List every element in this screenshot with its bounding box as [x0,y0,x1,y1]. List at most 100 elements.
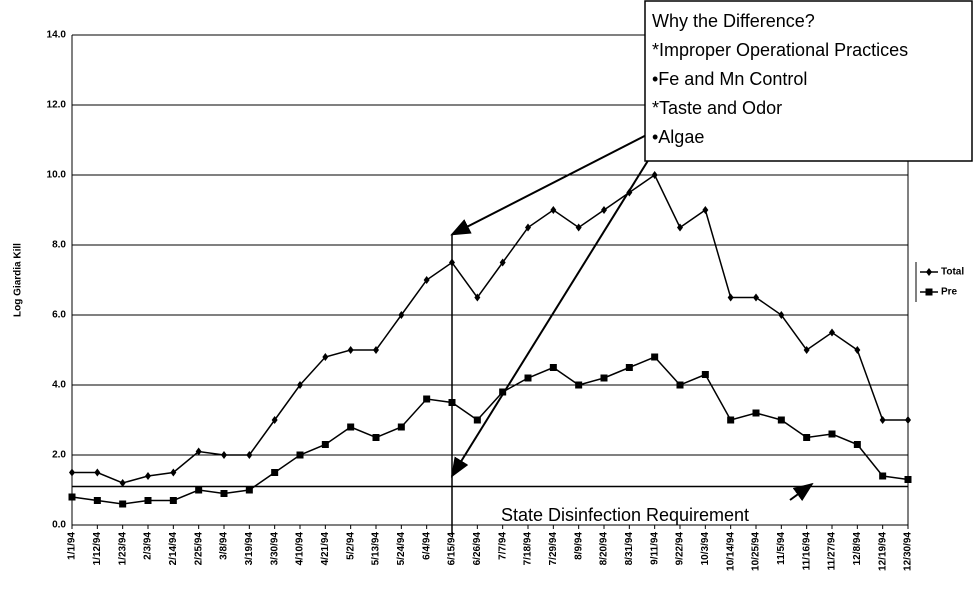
point [651,353,659,361]
x-tick-label: 10/3/94 [700,532,711,566]
point [195,486,203,494]
x-tick-label: 5/24/94 [396,532,407,566]
x-tick-label: 9/22/94 [675,532,686,566]
annotation-line: Why the Difference? [652,11,815,31]
point [398,311,405,319]
y-axis-label: Log Giardia Kill [13,243,24,317]
point [321,441,329,448]
point [347,346,354,354]
point [347,423,355,431]
point [271,416,278,424]
x-tick-label: 10/14/94 [725,532,736,571]
arrow [450,121,673,236]
point [879,472,887,480]
series-line [72,173,908,484]
x-tick-label: 9/11/94 [649,532,660,565]
point [778,311,785,319]
x-tick-label: 1/23/94 [117,532,128,566]
arrow [450,121,673,478]
point [727,416,735,424]
point [297,381,303,389]
y-tick-label: 6.0 [52,310,66,321]
point [701,371,709,378]
point [449,258,455,267]
requirement-label: State Disinfection Requirement [501,505,749,525]
point [373,346,379,354]
x-tick-label: 6/4/94 [421,532,432,560]
y-tick-label: 12.0 [47,100,67,111]
legend-marker [925,288,933,296]
x-tick-label: 4/10/94 [295,532,306,566]
x-tick-label: 7/7/94 [497,532,508,560]
y-tick-label: 8.0 [52,240,66,251]
point [119,500,127,508]
point [195,447,202,456]
point [119,479,126,487]
point [69,468,75,477]
point [753,293,759,302]
x-tick-label: 3/8/94 [219,532,230,560]
x-tick-label: 8/9/94 [573,532,584,560]
x-tick-label: 2/14/94 [168,532,179,566]
point [854,346,861,354]
point [245,486,253,494]
point [322,353,329,361]
point [220,490,228,497]
x-tick-label: 11/27/94 [827,532,838,571]
point [676,381,684,389]
x-tick-label: 5/13/94 [371,532,382,566]
point [221,451,227,459]
point [372,434,380,441]
point [169,497,177,504]
series-line [71,356,909,505]
point [625,364,633,371]
x-tick-label: 5/2/94 [345,532,356,560]
x-tick-label: 12/8/94 [852,532,863,566]
x-tick-label: 7/18/94 [523,532,534,566]
x-tick-label: 1/12/94 [92,532,103,566]
point [549,364,557,371]
point [246,451,253,459]
point [144,497,152,504]
point [524,374,532,382]
arrow [789,482,814,502]
point [575,381,583,389]
legend-label: Pre [941,287,958,298]
point [803,346,810,354]
point [423,395,431,403]
legend-marker [926,268,932,276]
y-tick-label: 10.0 [47,170,67,181]
point [145,472,151,480]
point [474,293,481,302]
x-tick-label: 6/26/94 [472,532,483,566]
point [752,409,760,417]
y-tick-label: 4.0 [52,380,66,391]
point [397,423,405,431]
y-tick-label: 0.0 [52,520,66,531]
point [829,328,835,337]
annotation-line: •Algae [652,127,704,147]
point [600,374,608,382]
x-tick-label: 6/15/94 [447,532,458,566]
point [68,493,76,501]
x-tick-label: 1/1/94 [67,532,78,560]
point [879,416,886,424]
point [499,388,507,396]
point [601,206,607,214]
x-tick-label: 10/25/94 [751,532,762,571]
annotation-line: *Taste and Odor [652,98,782,118]
point [93,497,101,504]
point [575,223,582,232]
x-tick-label: 12/30/94 [903,532,914,571]
point [904,476,912,483]
annotation-line: •Fe and Mn Control [652,69,807,89]
x-tick-label: 3/19/94 [244,532,255,566]
x-tick-label: 12/19/94 [877,532,888,571]
point [777,416,785,424]
point [296,451,304,459]
annotation-line: *Improper Operational Practices [652,40,908,60]
point [423,276,430,284]
x-tick-label: 4/21/94 [320,532,331,566]
point [550,206,557,214]
